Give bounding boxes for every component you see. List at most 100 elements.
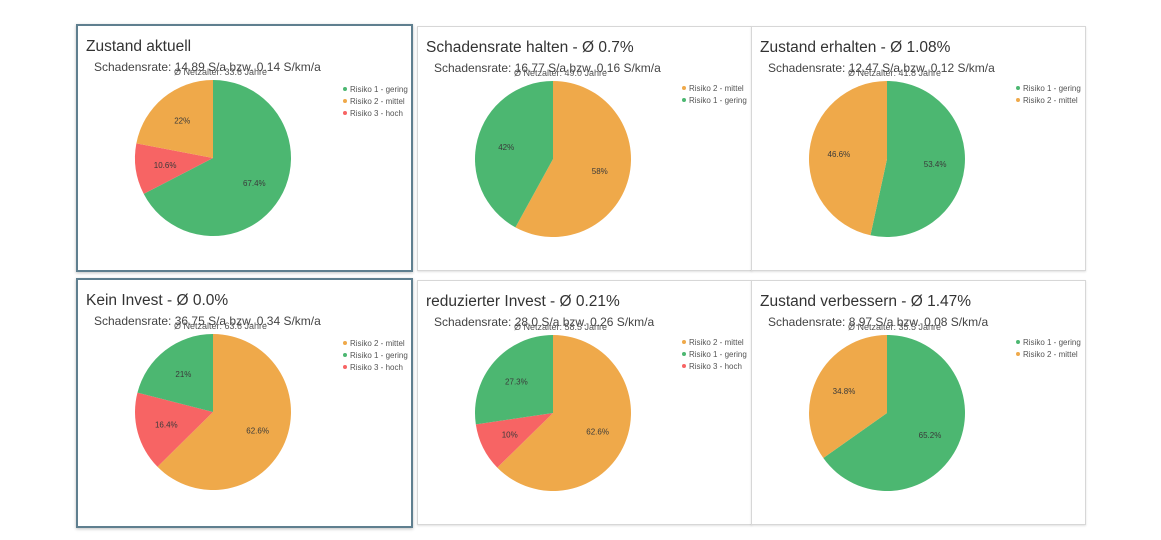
legend-item: Risiko 2 - mittel (1016, 95, 1081, 107)
pie-slice-risiko-1-gering (474, 335, 553, 425)
pie-data-label: 53.4% (924, 160, 947, 169)
chart-subtitle: Schadensrate: 28.0 S/a bzw. 0.26 S/km/a (434, 315, 655, 329)
pie-slice-risiko-1-gering (137, 334, 213, 412)
legend-label: Risiko 1 - gering (1023, 84, 1081, 93)
legend-item: Risiko 1 - gering (1016, 83, 1081, 95)
pie-slice-risiko-3-hoch (134, 143, 213, 194)
legend-marker (1016, 351, 1020, 356)
chart-title: Schadensrate halten - Ø 0.7% (426, 39, 634, 56)
legend-marker (682, 85, 686, 90)
legend-item: Risiko 2 - mittel (682, 83, 747, 95)
chart-annotation: Ø Netzalter: 58.5 Jahre (514, 322, 608, 332)
legend-item: Risiko 2 - mittel (343, 96, 408, 108)
legend-label: Risiko 2 - mittel (689, 84, 744, 93)
pie-data-label: 62.6% (246, 427, 269, 436)
legend-label: Risiko 1 - gering (350, 351, 408, 360)
legend-item: Risiko 2 - mittel (1016, 349, 1081, 361)
pie-slice-risiko-2-mittel (136, 80, 213, 158)
legend-label: Risiko 2 - mittel (689, 338, 744, 347)
pie-slice-risiko-1-gering (823, 335, 966, 491)
chart-legend: Risiko 2 - mittel Risiko 1 - gering Risiko… (343, 338, 408, 374)
chart-subtitle: Schadensrate: 8.97 S/a bzw. 0.08 S/km/a (768, 315, 989, 329)
chart-legend: Risiko 2 - mittel Risiko 1 - gering Risiko… (682, 337, 747, 373)
legend-marker (343, 340, 347, 345)
chart-subtitle: Schadensrate: 16.77 S/a bzw. 0.16 S/km/a (434, 61, 661, 75)
legend-item: Risiko 1 - gering (682, 95, 747, 107)
pie-data-label: 62.6% (586, 428, 609, 437)
legend-item: Risiko 3 - hoch (343, 108, 408, 120)
chart-panel-zustand-verbessern[interactable]: Zustand verbessern - Ø 1.47% Schadensrat… (751, 280, 1086, 525)
legend-marker (1016, 97, 1020, 102)
pie-data-label: 16.4% (155, 421, 178, 430)
pie-data-label: 22% (174, 117, 190, 126)
pie-slice-risiko-1-gering (475, 81, 553, 228)
pie-chart: 67.4% 10.6% 22% (134, 80, 292, 236)
chart-legend: Risiko 2 - mittel Risiko 1 - gering (682, 83, 747, 107)
legend-label: Risiko 1 - gering (1023, 338, 1081, 347)
chart-legend: Risiko 1 - gering Risiko 2 - mittel Risiko… (343, 84, 408, 120)
chart-title: Zustand erhalten - Ø 1.08% (760, 39, 951, 56)
chart-annotation: Ø Netzalter: 41.8 Jahre (848, 68, 942, 78)
chart-subtitle: Schadensrate: 12.47 S/a bzw. 0.12 S/km/a (768, 61, 995, 75)
legend-label: Risiko 2 - mittel (1023, 96, 1078, 105)
legend-marker (682, 351, 686, 356)
legend-label: Risiko 2 - mittel (350, 97, 405, 106)
chart-subtitle: Schadensrate: 36.75 S/a bzw. 0.34 S/km/a (94, 314, 321, 328)
chart-annotation: Ø Netzalter: 49.0 Jahre (514, 68, 608, 78)
pie-data-label: 65.2% (919, 431, 942, 440)
legend-marker (682, 97, 686, 102)
legend-item: Risiko 3 - hoch (682, 361, 747, 373)
pie-data-label: 27.3% (505, 377, 528, 386)
legend-marker (343, 110, 347, 115)
legend-marker (1016, 339, 1020, 344)
pie-data-label: 34.8% (833, 387, 856, 396)
chart-subtitle: Schadensrate: 14.89 S/a bzw. 0.14 S/km/a (94, 60, 321, 74)
legend-marker (682, 339, 686, 344)
pie-chart: 65.2% 34.8% (809, 335, 966, 491)
legend-label: Risiko 3 - hoch (350, 109, 403, 118)
legend-marker (682, 363, 686, 368)
legend-label: Risiko 2 - mittel (350, 339, 405, 348)
legend-item: Risiko 3 - hoch (343, 362, 408, 374)
pie-slice-risiko-3-hoch (134, 392, 213, 467)
legend-item: Risiko 1 - gering (343, 84, 408, 96)
chart-panel-zustand-erhalten[interactable]: Zustand erhalten - Ø 1.08% Schadensrate:… (751, 26, 1086, 271)
pie-chart: 62.6% 10% 27.3% (474, 335, 631, 491)
chart-title: Zustand aktuell (86, 38, 192, 55)
pie-slice-risiko-3-hoch (475, 413, 553, 468)
pie-slice-risiko-2-mittel (157, 334, 291, 490)
chart-annotation: Ø Netzalter: 63.6 Jahre (174, 321, 268, 331)
pie-chart: 62.6% 16.4% 21% (134, 334, 291, 490)
legend-item: Risiko 2 - mittel (682, 337, 747, 349)
pie-data-label: 67.4% (243, 179, 266, 188)
legend-label: Risiko 1 - gering (689, 96, 747, 105)
pie-data-label: 10% (502, 431, 518, 440)
pie-slice-risiko-2-mittel (497, 335, 631, 491)
legend-item: Risiko 1 - gering (1016, 337, 1081, 349)
legend-marker (343, 364, 347, 369)
chart-title: Kein Invest - Ø 0.0% (86, 292, 229, 309)
chart-panel-kein-invest[interactable]: Kein Invest - Ø 0.0% Schadensrate: 36.75… (76, 278, 413, 528)
pie-slice-risiko-1-gering (870, 81, 965, 237)
legend-label: Risiko 2 - mittel (1023, 350, 1078, 359)
legend-marker (343, 98, 347, 103)
chart-panel-zustand-aktuell[interactable]: Zustand aktuell Schadensrate: 14.89 S/a … (76, 24, 413, 272)
pie-chart: 58% 42% (475, 81, 632, 237)
legend-item: Risiko 1 - gering (682, 349, 747, 361)
chart-panel-schadensrate-halten[interactable]: Schadensrate halten - Ø 0.7% Schadensrat… (417, 26, 752, 271)
legend-item: Risiko 2 - mittel (343, 338, 408, 350)
chart-annotation: Ø Netzalter: 33.6 Jahre (174, 67, 268, 77)
chart-annotation: Ø Netzalter: 35.5 Jahre (848, 322, 942, 332)
pie-slice-risiko-1-gering (143, 80, 292, 236)
pie-data-label: 10.6% (154, 161, 177, 170)
chart-title: reduzierter Invest - Ø 0.21% (426, 293, 620, 310)
legend-label: Risiko 1 - gering (350, 85, 408, 94)
pie-data-label: 42% (498, 143, 514, 152)
legend-label: Risiko 1 - gering (689, 350, 747, 359)
chart-panel-reduzierter-invest[interactable]: reduzierter Invest - Ø 0.21% Schadensrat… (417, 280, 752, 525)
chart-title: Zustand verbessern - Ø 1.47% (760, 293, 972, 310)
chart-legend: Risiko 1 - gering Risiko 2 - mittel (1016, 83, 1081, 107)
pie-data-label: 21% (175, 370, 191, 379)
pie-data-label: 46.6% (828, 150, 851, 159)
pie-slice-risiko-2-mittel (809, 335, 887, 459)
